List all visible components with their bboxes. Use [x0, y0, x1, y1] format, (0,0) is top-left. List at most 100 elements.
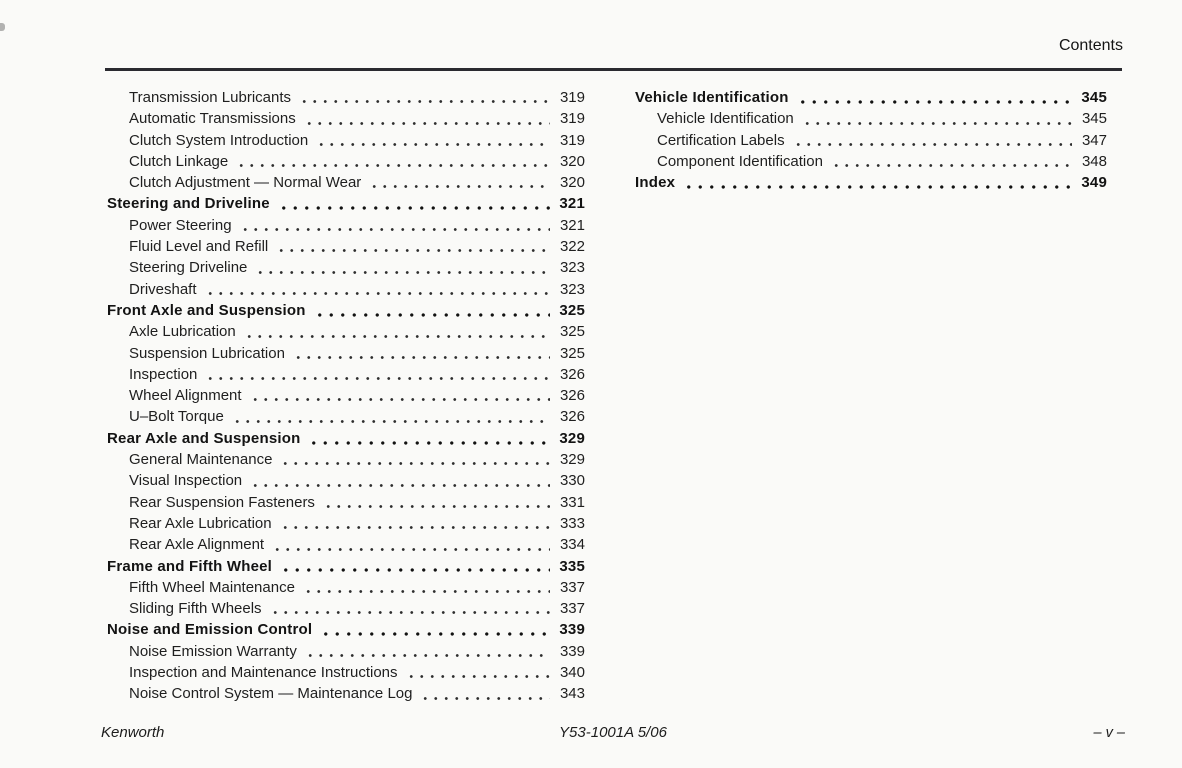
toc-entry-page: 325 — [559, 301, 585, 319]
toc-entry-label: Transmission Lubricants — [129, 89, 292, 106]
toc-entry-page: 326 — [559, 408, 585, 426]
dot-leader — [301, 108, 550, 130]
toc-entry: Clutch Adjustment — Normal Wear 320 — [107, 172, 585, 194]
dot-leader — [234, 150, 550, 173]
page-header: Contents — [0, 0, 1123, 55]
toc-entry: Sliding Fifth Wheels 337 — [107, 598, 585, 620]
toc-entry: Axle Lubrication 325 — [107, 321, 585, 343]
toc-entry-label: Component Identification — [657, 152, 823, 170]
dot-leader — [306, 427, 550, 450]
toc-entry: Frame and Fifth Wheel 335 — [107, 555, 585, 577]
toc-entry-label: Vehicle Identification — [635, 89, 789, 106]
dot-leader — [320, 491, 550, 513]
dot-leader — [790, 129, 1072, 151]
toc-entry-page: 326 — [559, 365, 585, 383]
toc-entry-label: Fluid Level and Refill — [129, 238, 269, 256]
dot-leader — [275, 193, 550, 215]
toc-entry-label: Sliding Fifth Wheels — [129, 600, 262, 618]
toc-entry-page: 349 — [1081, 174, 1107, 192]
toc-entry-page: 347 — [1081, 131, 1107, 149]
toc-entry: Clutch Linkage 320 — [107, 150, 585, 173]
dot-leader — [403, 662, 550, 684]
toc-entry: Rear Suspension Fasteners 331 — [107, 491, 585, 513]
toc-entry-label: Inspection — [129, 365, 198, 383]
toc-entry-label: U–Bolt Torque — [129, 408, 224, 426]
toc-entry-label: Index — [635, 174, 676, 192]
dot-leader — [314, 129, 550, 151]
toc-entry-page: 329 — [559, 451, 585, 469]
toc-entry-page: 334 — [559, 536, 585, 554]
toc-left-column: Transmission Lubricants 319 Automatic Tran… — [107, 87, 585, 705]
toc-entry-page: 331 — [559, 493, 585, 511]
dot-leader — [278, 555, 550, 577]
toc-entry: Driveshaft 323 — [107, 278, 585, 300]
toc-entry-page: 348 — [1081, 152, 1107, 170]
toc-entry-page: 319 — [559, 89, 585, 106]
toc-entry: General Maintenance 329 — [107, 449, 585, 471]
dot-leader — [202, 278, 550, 300]
dot-leader — [229, 406, 550, 428]
toc-entry: Transmission Lubricants 319 — [107, 87, 585, 109]
toc-entry: Suspension Lubrication 325 — [107, 342, 585, 364]
toc-entry: Vehicle Identification 345 — [635, 87, 1107, 109]
toc-entry-page: 323 — [559, 280, 585, 298]
toc-entry-page: 325 — [559, 344, 585, 362]
toc-entry: Front Axle and Suspension 325 — [107, 299, 585, 322]
footer-doc-code: Y53-1001A 5/06 — [559, 724, 667, 741]
toc-entry-page: 319 — [559, 110, 585, 128]
toc-entry-label: Front Axle and Suspension — [107, 301, 306, 319]
toc-entry: Automatic Transmissions 319 — [107, 108, 585, 130]
toc-entry-label: Rear Suspension Fasteners — [129, 493, 315, 511]
toc-entry-page: 345 — [1081, 110, 1107, 128]
toc-entry-page: 319 — [559, 131, 585, 149]
dot-leader — [367, 172, 550, 194]
toc-entry-label: Steering and Driveline — [107, 195, 270, 213]
toc-entry-page: 339 — [559, 621, 585, 639]
dot-leader — [799, 108, 1072, 130]
toc-entry: Certification Labels 347 — [635, 129, 1107, 151]
toc-entry: Noise and Emission Control 339 — [107, 619, 585, 641]
toc-entry-label: Steering Driveline — [129, 259, 248, 277]
toc-entry: Wheel Alignment 326 — [107, 385, 585, 407]
toc-entry-page: 343 — [559, 685, 585, 703]
toc-entry: Power Steering 321 — [107, 214, 585, 237]
toc-entry-label: General Maintenance — [129, 451, 273, 469]
toc-entry-label: Automatic Transmissions — [129, 110, 296, 128]
toc-entry-label: Noise and Emission Control — [107, 621, 313, 639]
toc-entry: U–Bolt Torque 326 — [107, 406, 585, 428]
toc-entry-label: Certification Labels — [657, 131, 785, 149]
toc-entry: Steering Driveline 323 — [107, 257, 585, 279]
dot-leader — [274, 236, 550, 258]
toc-entry-page: 337 — [559, 600, 585, 618]
scan-artifact — [0, 23, 5, 31]
toc-entry-page: 333 — [559, 514, 585, 532]
toc-entry-label: Clutch Adjustment — Normal Wear — [129, 174, 362, 192]
toc-entry-label: Clutch Linkage — [129, 152, 229, 170]
dot-leader — [681, 172, 1072, 194]
dot-leader — [203, 363, 550, 386]
footer-brand: Kenworth — [101, 724, 165, 741]
toc-entry: Noise Emission Warranty 339 — [107, 640, 585, 663]
toc-entry-page: 321 — [559, 195, 585, 213]
toc-entry: Rear Axle and Suspension 329 — [107, 427, 585, 450]
toc-entry-page: 323 — [559, 259, 585, 277]
toc-entry: Component Identification 348 — [635, 150, 1107, 173]
toc-entry: Vehicle Identification 345 — [635, 108, 1107, 130]
toc-entry-label: Rear Axle Lubrication — [129, 514, 272, 532]
toc-entry-label: Power Steering — [129, 216, 232, 234]
toc-entry-page: 320 — [559, 174, 585, 192]
toc-entry-page: 326 — [559, 387, 585, 405]
toc-entry-label: Visual Inspection — [129, 472, 243, 490]
toc-entry-label: Inspection and Maintenance Instructions — [129, 664, 398, 682]
toc-entry-page: 335 — [559, 557, 585, 575]
dot-leader — [418, 683, 550, 705]
toc-entry: Rear Axle Lubrication 333 — [107, 512, 585, 535]
dot-leader — [794, 87, 1072, 109]
toc-entry-label: Clutch System Introduction — [129, 131, 309, 149]
toc-content: Transmission Lubricants 319 Automatic Tran… — [0, 87, 1182, 705]
dot-leader — [270, 534, 550, 556]
dot-leader — [267, 598, 550, 620]
dot-leader — [311, 299, 550, 322]
dot-leader — [297, 87, 550, 109]
dot-leader — [300, 576, 550, 599]
